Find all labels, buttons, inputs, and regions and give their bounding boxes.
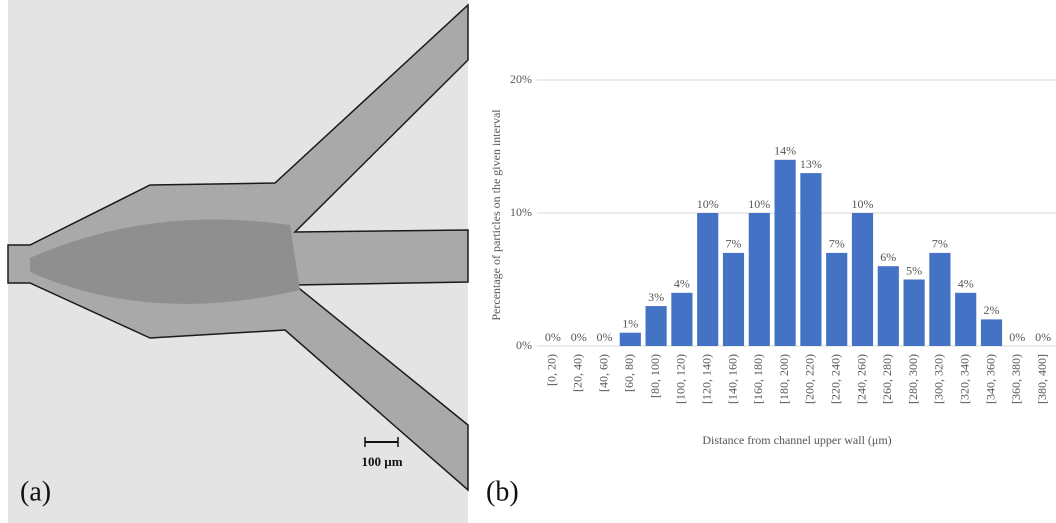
x-tick-label: [140, 160)	[725, 354, 739, 404]
x-tick-label: [320, 340)	[957, 354, 971, 404]
x-tick-label: [340, 360)	[983, 354, 997, 404]
bar	[645, 306, 667, 346]
data-label: 4%	[958, 277, 974, 291]
bar	[748, 213, 770, 346]
x-tick-label: [200, 220)	[803, 354, 817, 404]
x-tick-label: [80, 100)	[648, 354, 662, 398]
data-label: 7%	[726, 237, 742, 251]
data-label: 13%	[800, 157, 822, 171]
x-axis-label: Distance from channel upper wall (μm)	[702, 433, 891, 447]
bar	[697, 213, 719, 346]
bar	[877, 266, 899, 346]
micrograph: 100 µm (a)	[7, 0, 469, 523]
bar	[929, 252, 951, 346]
data-label: 0%	[545, 330, 561, 344]
data-label: 1%	[622, 316, 638, 330]
y-axis-label: Percentage of particles on the given int…	[489, 109, 503, 321]
channel-core	[30, 219, 300, 304]
panel-label: (a)	[20, 476, 51, 507]
bar	[800, 173, 822, 346]
y-tick-label: 20%	[510, 72, 532, 86]
data-label: 2%	[984, 303, 1000, 317]
bar	[671, 292, 693, 346]
data-label: 6%	[880, 250, 896, 264]
data-label: 0%	[1009, 330, 1025, 344]
bar	[722, 252, 745, 346]
bar	[980, 319, 1003, 346]
data-label: 0%	[571, 330, 587, 344]
x-tick-label: [160, 180)	[751, 354, 765, 404]
data-label: 4%	[674, 277, 690, 291]
data-label: 0%	[597, 330, 613, 344]
data-label: 5%	[906, 263, 922, 277]
data-label: 7%	[932, 237, 948, 251]
y-tick-label: 0%	[516, 338, 532, 352]
x-tick-label: [100, 120)	[674, 354, 688, 404]
scale-bar-label: 100 µm	[361, 454, 402, 469]
data-label: 3%	[648, 290, 664, 304]
bar	[955, 292, 977, 346]
data-label: 7%	[829, 237, 845, 251]
x-tick-label: [360, 380)	[1009, 354, 1023, 404]
y-tick-label: 10%	[510, 205, 532, 219]
x-tick-label: [220, 240)	[828, 354, 842, 404]
x-tick-label: [60, 80)	[622, 354, 636, 392]
x-tick-label: [280, 300)	[906, 354, 920, 404]
x-tick-label: [120, 140)	[699, 354, 713, 404]
x-tick-label: [0, 20)	[545, 354, 559, 386]
data-label: 10%	[852, 197, 874, 211]
bar	[619, 332, 641, 346]
bar	[826, 252, 848, 346]
panel-label: (b)	[486, 476, 519, 507]
data-label: 0%	[1035, 330, 1051, 344]
data-label: 14%	[774, 144, 796, 158]
x-tick-label: [260, 280)	[880, 354, 894, 404]
x-tick-label: [40, 60)	[596, 354, 610, 392]
x-tick-label: [20, 40)	[570, 354, 584, 392]
data-label: 10%	[697, 197, 719, 211]
x-tick-label: [180, 200)	[777, 354, 791, 404]
x-tick-label: [380, 400]	[1035, 354, 1049, 404]
data-label: 10%	[748, 197, 770, 211]
bar	[851, 213, 874, 346]
bar	[903, 279, 925, 346]
x-tick-label: [240, 260)	[854, 354, 868, 404]
x-tick-label: [300, 320)	[932, 354, 946, 404]
bar	[774, 159, 796, 346]
